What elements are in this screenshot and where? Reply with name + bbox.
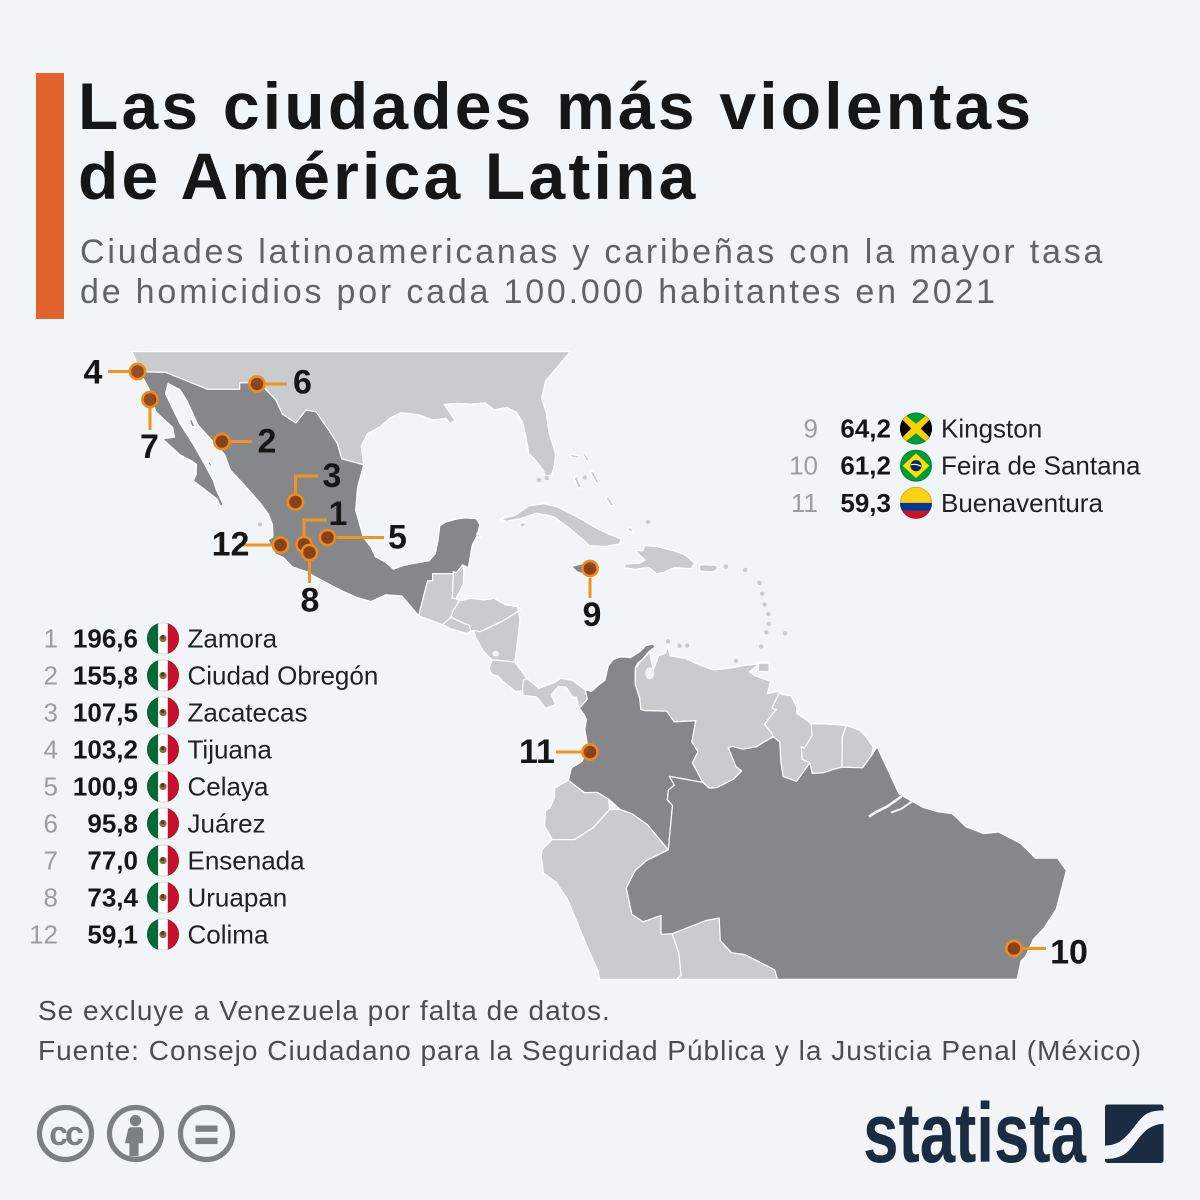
svg-text:11: 11 (519, 733, 555, 771)
svg-text:1: 1 (44, 624, 58, 654)
svg-text:107,5: 107,5 (73, 698, 138, 728)
svg-text:Ciudad Obregón: Ciudad Obregón (188, 661, 379, 691)
svg-text:7: 7 (140, 428, 159, 466)
svg-text:9: 9 (583, 596, 602, 634)
svg-text:Zamora: Zamora (188, 624, 278, 654)
svg-text:11: 11 (791, 488, 818, 518)
svg-text:Uruapan: Uruapan (188, 883, 288, 913)
svg-text:Zacatecas: Zacatecas (188, 698, 308, 728)
svg-text:61,2: 61,2 (840, 451, 891, 481)
svg-text:6: 6 (293, 364, 312, 402)
svg-text:5: 5 (44, 772, 58, 802)
svg-text:12: 12 (29, 920, 58, 950)
svg-text:73,4: 73,4 (87, 883, 138, 913)
svg-text:95,8: 95,8 (87, 809, 138, 839)
svg-text:Colima: Colima (188, 920, 269, 950)
svg-text:Juárez: Juárez (188, 809, 266, 839)
svg-text:12: 12 (212, 526, 250, 564)
svg-text:100,9: 100,9 (73, 772, 138, 802)
svg-text:2: 2 (44, 661, 58, 691)
svg-text:statista: statista (863, 1095, 1086, 1175)
svg-text:8: 8 (301, 582, 320, 620)
svg-text:Ensenada: Ensenada (188, 846, 306, 876)
svg-text:Tijuana: Tijuana (188, 735, 273, 765)
svg-text:Feira de Santana: Feira de Santana (941, 451, 1141, 481)
svg-text:5: 5 (388, 519, 407, 557)
svg-text:2: 2 (258, 423, 277, 461)
svg-text:196,6: 196,6 (73, 624, 138, 654)
svg-text:59,1: 59,1 (87, 920, 138, 950)
svg-text:3: 3 (323, 457, 342, 495)
svg-text:4: 4 (44, 735, 58, 765)
svg-text:cc: cc (49, 1115, 83, 1153)
svg-text:6: 6 (44, 809, 58, 839)
svg-text:3: 3 (44, 698, 58, 728)
svg-text:4: 4 (84, 354, 103, 392)
svg-text:7: 7 (44, 846, 58, 876)
svg-text:155,8: 155,8 (73, 661, 138, 691)
svg-text:103,2: 103,2 (73, 735, 138, 765)
svg-text:10: 10 (1050, 934, 1088, 972)
svg-text:1: 1 (329, 495, 348, 533)
svg-text:Kingston: Kingston (941, 414, 1042, 444)
svg-text:10: 10 (789, 451, 818, 481)
svg-text:Celaya: Celaya (188, 772, 269, 802)
svg-text:64,2: 64,2 (840, 414, 891, 444)
svg-text:8: 8 (44, 883, 58, 913)
svg-text:77,0: 77,0 (87, 846, 138, 876)
svg-text:59,3: 59,3 (840, 488, 891, 518)
svg-text:Buenaventura: Buenaventura (941, 488, 1103, 518)
svg-text:9: 9 (804, 414, 818, 444)
